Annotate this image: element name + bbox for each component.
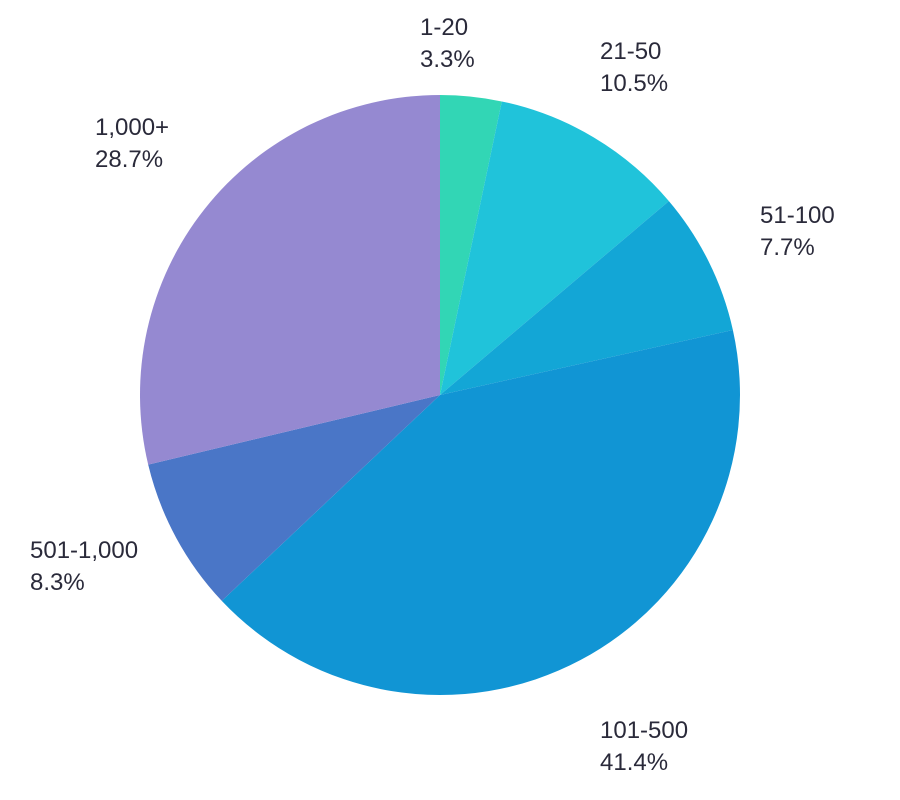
slice-name: 101-500	[600, 715, 688, 747]
slice-percent: 28.7%	[95, 144, 169, 176]
slice-percent: 8.3%	[30, 567, 138, 599]
slice-name: 1,000+	[95, 112, 169, 144]
pie-slice-label: 1,000+28.7%	[95, 112, 169, 177]
slice-name: 51-100	[760, 200, 835, 232]
slice-name: 21-50	[600, 36, 668, 68]
slice-name: 1-20	[420, 12, 475, 44]
slice-name: 501-1,000	[30, 535, 138, 567]
pie-slice-label: 1-203.3%	[420, 12, 475, 77]
slice-percent: 41.4%	[600, 747, 688, 779]
pie-slice-label: 21-5010.5%	[600, 36, 668, 101]
pie-chart	[100, 50, 800, 750]
slice-percent: 10.5%	[600, 68, 668, 100]
slice-percent: 7.7%	[760, 232, 835, 264]
pie-slice-label: 101-50041.4%	[600, 715, 688, 780]
pie-slice-label: 51-1007.7%	[760, 200, 835, 265]
slice-percent: 3.3%	[420, 44, 475, 76]
pie-slice-label: 501-1,0008.3%	[30, 535, 138, 600]
